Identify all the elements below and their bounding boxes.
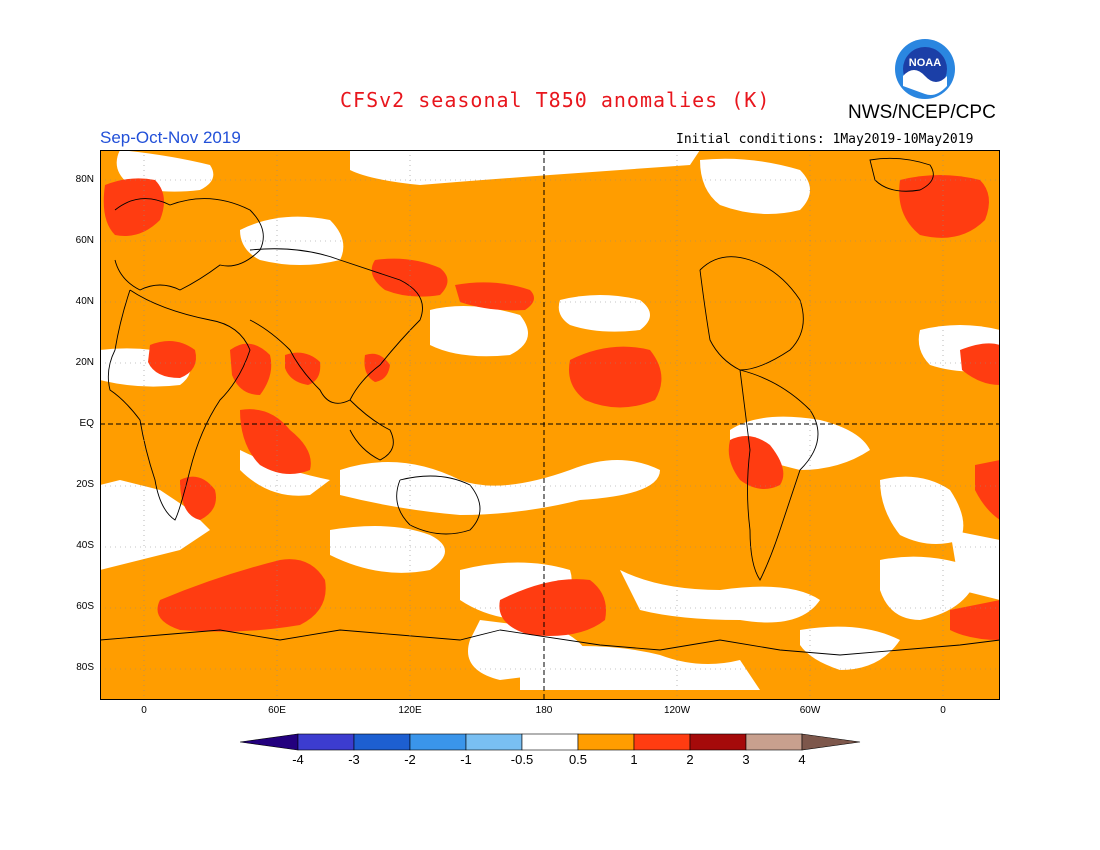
lon-label-0: 0 xyxy=(141,705,147,716)
lon-label-180: 180 xyxy=(535,705,553,716)
legend-swatch-neg2-neg1 xyxy=(409,733,467,751)
lat-label-40n: 40N xyxy=(75,296,94,307)
lat-label-80n: 80N xyxy=(75,174,94,185)
legend-label-p4: 4 xyxy=(798,752,806,767)
legend-label-neg4: -4 xyxy=(292,752,304,767)
legend-label-neg3: -3 xyxy=(348,752,360,767)
legend-swatch-neg3-neg2 xyxy=(353,733,411,751)
season-label: Sep-Oct-Nov 2019 xyxy=(100,128,241,147)
noaa-logo-text: NOAA xyxy=(909,57,941,69)
noaa-logo: NOAA xyxy=(895,39,955,99)
legend-label-neg2: -2 xyxy=(404,752,416,767)
lat-label-80s: 80S xyxy=(76,662,94,673)
legend-label-p1: 1 xyxy=(630,752,638,767)
lat-label-40s: 40S xyxy=(76,540,94,551)
legend-swatch-neg1-neg05 xyxy=(465,733,523,751)
lat-label-20s: 20S xyxy=(76,479,94,490)
legend-swatch-neg4-neg3 xyxy=(297,733,355,751)
warm-anomaly-regions xyxy=(103,175,1000,640)
initial-conditions-label: Initial conditions: 1May2019-10May2019 xyxy=(676,132,974,147)
legend-label-p3: 3 xyxy=(742,752,750,767)
legend-label-p2: 2 xyxy=(686,752,694,767)
legend-swatch-p3-4 xyxy=(745,733,803,751)
legend-swatch-p1-2 xyxy=(633,733,691,751)
graticule xyxy=(100,150,1000,700)
legend-swatch-lt-neg4 xyxy=(240,733,299,751)
legend-label-neg1: -1 xyxy=(460,752,472,767)
lat-label-eq: EQ xyxy=(79,418,94,429)
lon-label-120w: 120W xyxy=(663,705,691,716)
legend-swatch-neutral xyxy=(521,733,579,751)
legend-swatch-p05-1 xyxy=(577,733,635,751)
lat-label-20n: 20N xyxy=(75,357,94,368)
lon-label-120e: 120E xyxy=(398,705,422,716)
legend-swatch-p2-3 xyxy=(689,733,747,751)
legend-swatch-gt4 xyxy=(801,733,861,751)
lon-label-60e: 60E xyxy=(268,705,286,716)
lat-label-60s: 60S xyxy=(76,601,94,612)
legend-label-p05: 0.5 xyxy=(568,752,588,767)
agency-label: NWS/NCEP/CPC xyxy=(848,102,996,123)
legend-label-neg05: -0.5 xyxy=(510,752,534,767)
neutral-regions xyxy=(100,150,1000,690)
lat-label-60n: 60N xyxy=(75,235,94,246)
color-legend xyxy=(240,733,861,751)
lon-label-0-east: 0 xyxy=(940,705,946,716)
anomaly-map xyxy=(100,150,1000,700)
lon-label-60w: 60W xyxy=(799,705,821,716)
map-title: CFSv2 seasonal T850 anomalies (K) xyxy=(340,88,771,112)
